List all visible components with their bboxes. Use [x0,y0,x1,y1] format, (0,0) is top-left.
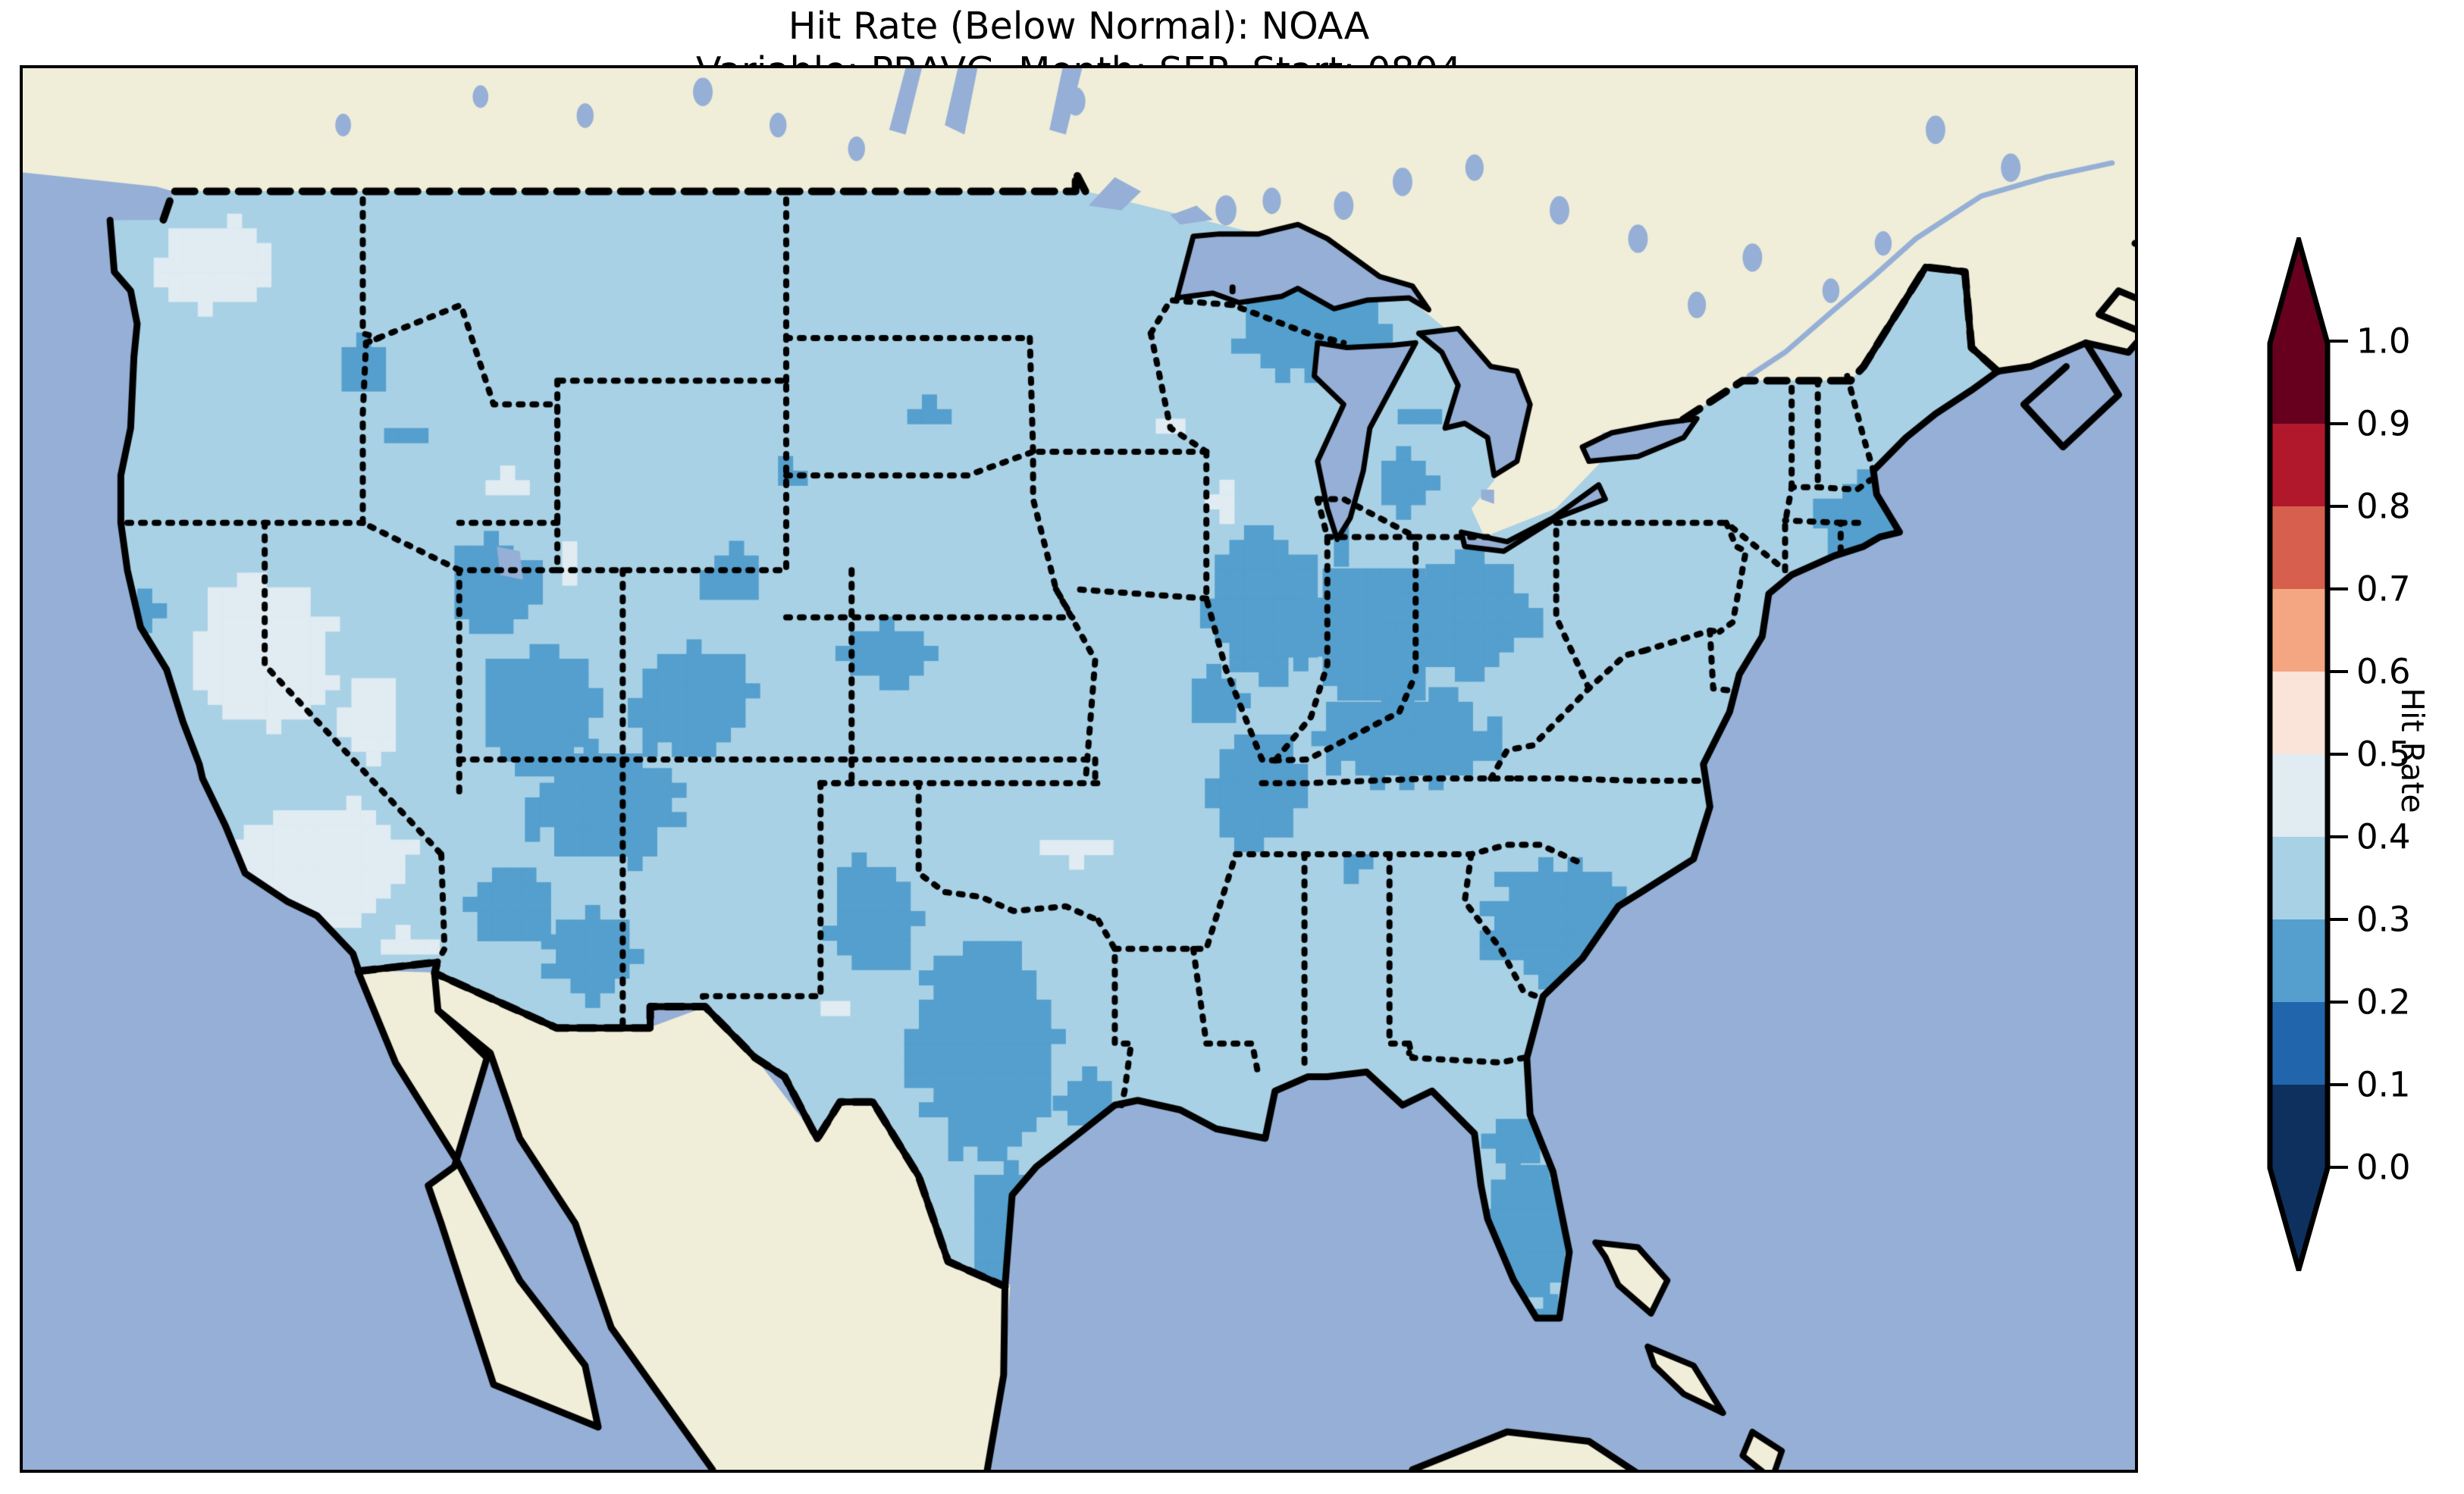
map-axes [20,65,2138,1473]
colorbar-tick [2328,1083,2348,1086]
colorbar-tick [2328,1166,2348,1169]
colorbar-tick [2328,1001,2348,1004]
colorbar-band-0.0-0.1 [2269,1085,2328,1167]
colorbar-band-0.1-0.2 [2269,1002,2328,1085]
colorbar-tick-label: 0.3 [2356,899,2411,940]
colorbar-tick [2328,505,2348,508]
colorbar-band-0.5-0.6 [2269,672,2328,754]
colorbar-tick-label: 0.6 [2356,651,2411,692]
colorbar-tick-label: 0.2 [2356,982,2411,1023]
colorbar-tick [2328,422,2348,425]
colorbar-tick-label: 0.7 [2356,568,2411,609]
colorbar-tick-label: 0.1 [2356,1064,2411,1105]
colorbar-over-arrow [2271,241,2327,341]
colorbar-tick [2328,753,2348,756]
colorbar-tick-label: 0.8 [2356,486,2411,527]
colorbar-axis-label: Hit Rate [2394,687,2431,813]
colorbar: 1.0 0.9 0.8 0.7 0.6 0.5 0.4 0.3 0.2 0.1 0.0 Hit Ra… [2267,227,2464,1273]
colorbar-tick [2328,340,2348,343]
colorbar-band-0.2-0.3 [2269,919,2328,1002]
colorbar-tick-label: 0.9 [2356,403,2411,444]
colorbar-tick [2328,835,2348,838]
colorbar-band-0.3-0.4 [2269,837,2328,919]
colorbar-tick [2328,918,2348,921]
colorbar-tick-label: 0.5 [2356,734,2411,775]
colorbar-band-0.7-0.8 [2269,506,2328,589]
colorbar-band-0.9-1.0 [2269,341,2328,424]
colorbar-tick [2328,587,2348,590]
colorbar-tick [2328,670,2348,673]
colorbar-under-arrow [2271,1167,2327,1267]
colorbar-tick-label: 0.0 [2356,1147,2411,1188]
colorbar-band-0.8-0.9 [2269,424,2328,506]
title-line-primary: Hit Rate (Below Normal): NOAA [788,5,1370,48]
hit-rate-heatmap [23,68,2135,1470]
colorbar-band-0.6-0.7 [2269,589,2328,672]
colorbar-tick-label: 0.4 [2356,816,2411,857]
colorbar-band-0.4-0.5 [2269,754,2328,837]
colorbar-tick-label: 1.0 [2356,321,2411,362]
colorbar-bands [2269,341,2328,1167]
